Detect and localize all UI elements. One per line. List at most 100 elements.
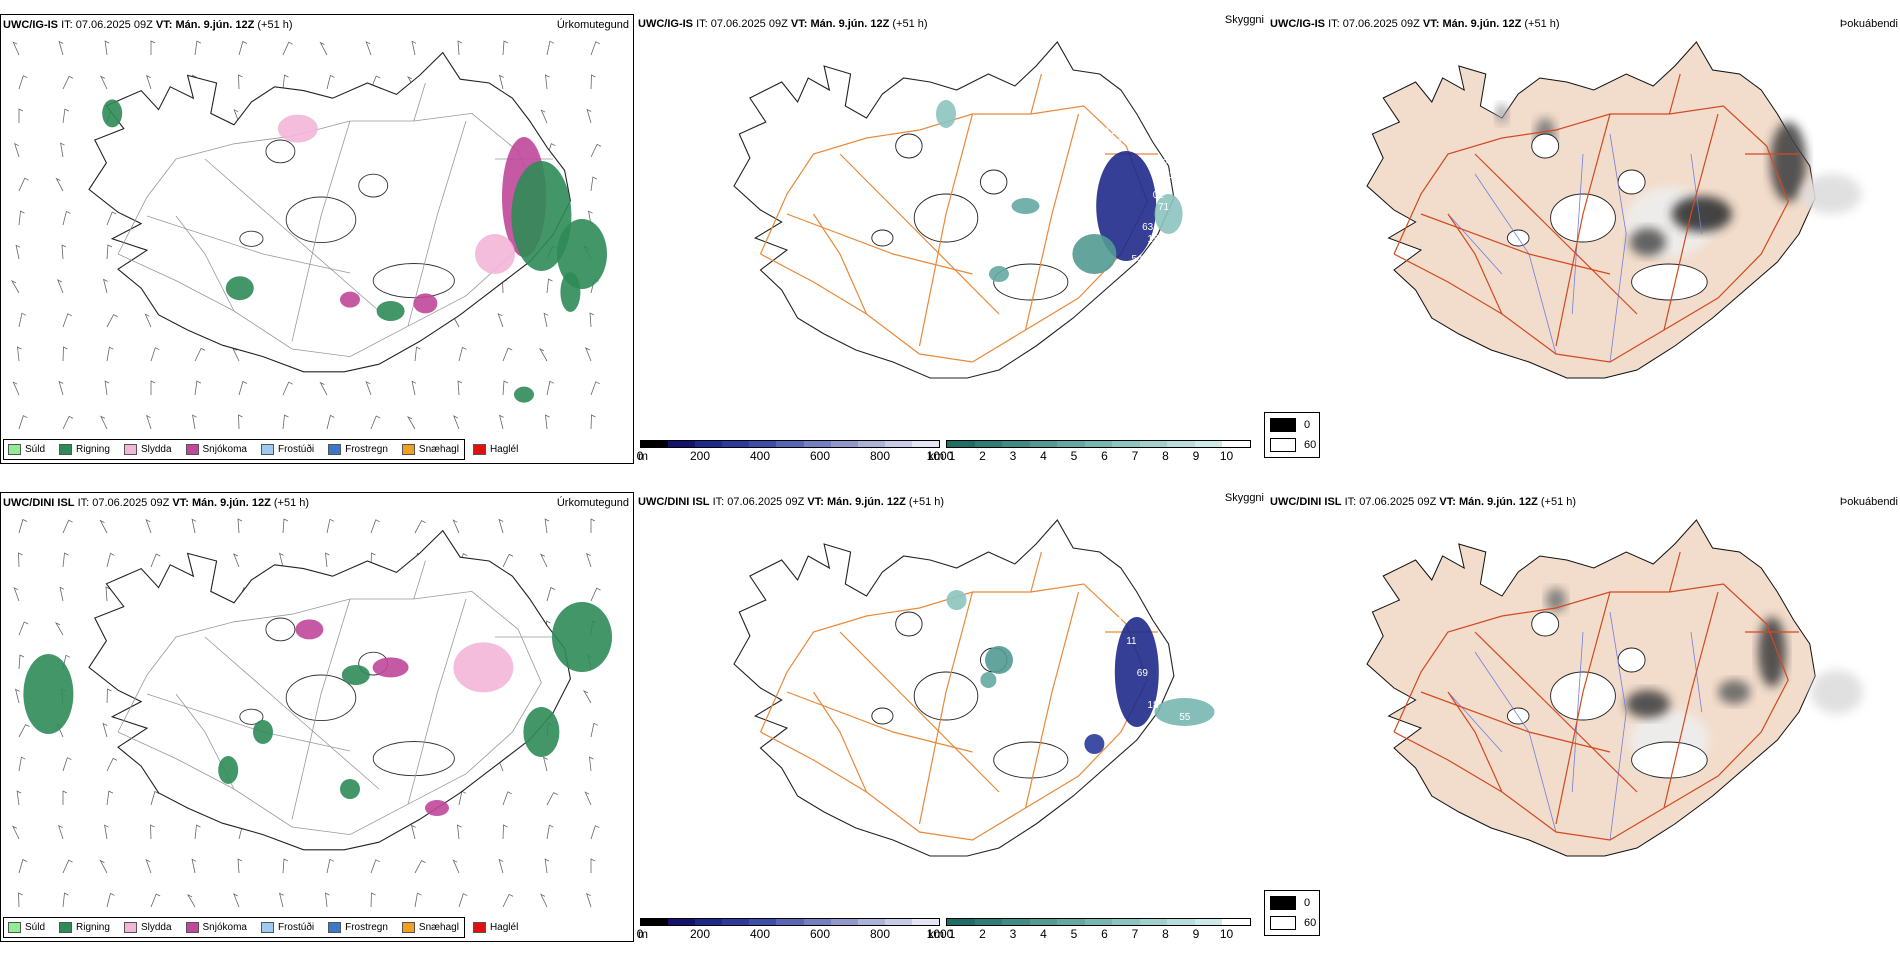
wind-barb	[100, 75, 108, 90]
wind-barb	[18, 892, 23, 908]
river	[1571, 153, 1584, 315]
wind-barb	[458, 346, 467, 362]
wind-barb	[370, 892, 376, 908]
precip-area	[341, 665, 370, 685]
legend-label: Súld	[25, 444, 46, 455]
wind-barb	[502, 347, 513, 362]
road	[918, 591, 974, 825]
fog-area	[1629, 228, 1666, 256]
wind-barb	[150, 824, 155, 840]
wind-barb	[146, 74, 152, 90]
wind-barb	[150, 893, 161, 908]
wind-barb	[18, 858, 28, 874]
ceiling-tick-label: 800	[869, 449, 891, 463]
river	[1447, 691, 1503, 753]
panel-header: UWC/IG-IS IT: 07.06.2025 09Z VT: Mán. 9.…	[3, 19, 293, 31]
ceiling-value-label: 119	[1105, 126, 1121, 137]
legend-label: Súld	[25, 922, 46, 933]
wind-barb	[546, 278, 553, 294]
road	[1447, 213, 1503, 315]
wind-barb	[411, 380, 417, 396]
wind-barb	[499, 74, 504, 90]
wind-barb	[279, 552, 284, 568]
wind-barb	[589, 756, 594, 772]
road	[413, 82, 426, 122]
glacier-outline	[265, 139, 296, 164]
glacier-outline	[358, 173, 389, 198]
road	[1030, 73, 1042, 115]
precip-area	[253, 720, 273, 744]
legend-swatch	[123, 922, 137, 933]
fog-index-panel: UWC/DINI ISL IT: 07.06.2025 09Z VT: Mán.…	[1264, 492, 1900, 942]
wind-barb	[457, 380, 463, 396]
iceland-coastline	[733, 41, 1175, 379]
wind-barb	[279, 892, 284, 908]
wind-barb	[18, 75, 28, 90]
road	[204, 636, 380, 790]
glacier-outline	[265, 617, 296, 642]
road	[1474, 631, 1638, 793]
wind-barb	[238, 74, 243, 90]
wind-barb	[543, 756, 548, 772]
wind-barb	[60, 142, 65, 158]
wind-barb	[457, 40, 463, 56]
glacier-outline	[1617, 169, 1646, 195]
wind-barb	[106, 892, 115, 908]
legend-label: Frostregn	[345, 922, 388, 933]
wind-barb	[18, 177, 29, 192]
wind-barb	[414, 860, 426, 874]
wind-barb	[105, 586, 111, 602]
precip-area	[376, 301, 405, 321]
panel-title: Úrkomutegund	[556, 19, 629, 31]
precip-area	[295, 619, 324, 640]
road	[1668, 73, 1681, 115]
visibility-tick-label: 7	[1131, 449, 1139, 463]
visibility-tick-label: 10	[1219, 449, 1234, 463]
wind-barb	[319, 381, 328, 396]
wind-barb	[106, 552, 115, 568]
legend-item-súld: Súld	[8, 444, 45, 455]
wind-barb	[414, 520, 426, 534]
road	[413, 560, 426, 600]
legend-item-snjókoma: Snjókoma	[185, 444, 247, 455]
legend-swatch	[185, 444, 199, 455]
wind-barb	[238, 380, 248, 396]
wind-barb	[18, 518, 28, 534]
legend-item-súld: Súld	[8, 922, 45, 933]
legend-item-slydda: Slydda	[123, 444, 172, 455]
legend-swatch	[59, 922, 73, 933]
wind-barb	[319, 41, 328, 56]
legend-item-haglél: Haglél	[472, 444, 518, 455]
ceiling-tick-label: 0	[636, 449, 644, 463]
road	[839, 153, 1000, 315]
ring-road	[1393, 583, 1789, 841]
road	[1024, 113, 1080, 331]
ceiling-value-label: 72	[1163, 158, 1175, 169]
iceland-visibility-map: 10 11 69 18 181 35 20 6 15 55	[733, 519, 1215, 857]
legend-swatch	[328, 922, 342, 933]
wind-barb	[540, 893, 548, 908]
legend-label: Slydda	[140, 444, 172, 455]
legend-swatch	[123, 444, 137, 455]
wind-barb	[499, 414, 504, 430]
wind-barb	[62, 757, 72, 772]
wind-barb	[150, 790, 160, 806]
wind-barb	[452, 859, 460, 874]
panel-header: UWC/IG-IS IT: 07.06.2025 09Z VT: Mán. 9.…	[638, 18, 928, 30]
precip-area	[552, 602, 612, 672]
wind-barb	[540, 553, 548, 568]
wind-barb	[58, 380, 64, 396]
wind-barb	[365, 40, 372, 56]
wind-barb	[540, 109, 548, 124]
precip-area	[340, 291, 360, 308]
wind-barb	[326, 74, 335, 90]
road	[1447, 691, 1503, 793]
panel-header: UWC/DINI ISL IT: 07.06.2025 09Z VT: Mán.…	[1270, 496, 1577, 508]
wind-barb	[10, 279, 20, 294]
forecast-row-1: UWC/IG-IS IT: 07.06.2025 09Z VT: Mán. 9.…	[0, 14, 1898, 464]
forecast-row-2: UWC/DINI ISL IT: 07.06.2025 09Z VT: Mán.…	[0, 478, 1900, 956]
ceiling-value-label: 35	[1158, 764, 1170, 775]
wind-barb	[544, 518, 550, 534]
wind-barb	[18, 312, 27, 328]
legend-label: Frostregn	[345, 444, 388, 455]
